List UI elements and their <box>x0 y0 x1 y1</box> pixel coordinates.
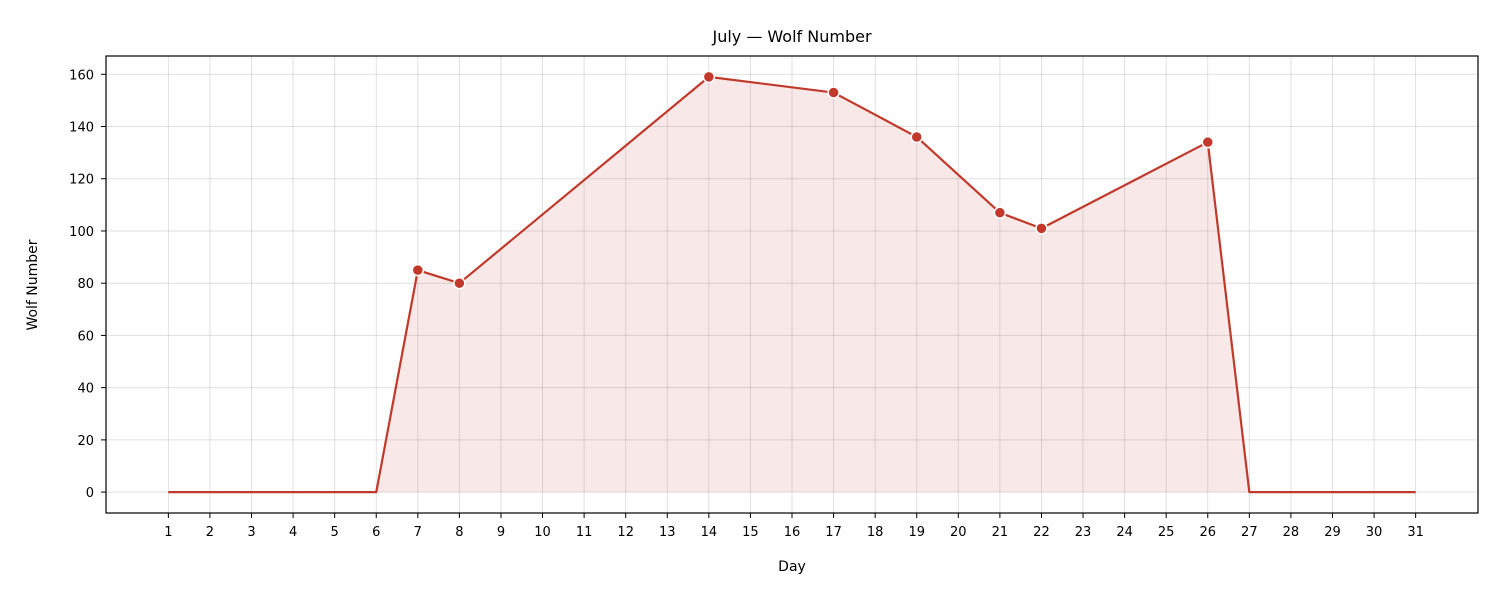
x-tick-label: 13 <box>659 525 676 540</box>
x-tick-label: 1 <box>164 525 172 540</box>
y-axis: 0 20 40 60 80 100 120 140 160 <box>69 68 106 501</box>
x-tick-label: 6 <box>372 525 380 540</box>
area-fill-layer <box>168 76 1416 493</box>
data-point <box>453 276 466 290</box>
x-tick-label: 2 <box>206 525 214 540</box>
data-point <box>910 130 923 144</box>
x-tick-label: 5 <box>331 525 339 540</box>
data-point <box>1201 135 1215 149</box>
series-line <box>168 75 1416 494</box>
x-axis: 1 2 3 4 5 6 7 8 9 10 11 12 13 14 15 16 17 18 19 20 21 22 23 24 2… <box>164 513 1424 540</box>
x-tick-label: 27 <box>1241 525 1258 540</box>
y-tick-label: 140 <box>69 121 94 136</box>
data-point <box>993 206 1007 219</box>
chart-title: July — Wolf Number <box>711 27 871 46</box>
x-tick-label: 24 <box>1116 525 1133 540</box>
data-point <box>411 263 425 277</box>
x-tick-label: 17 <box>825 525 842 540</box>
x-tick-label: 19 <box>908 525 925 540</box>
x-tick-label: 11 <box>576 525 593 540</box>
line-layer <box>168 75 1416 494</box>
x-axis-label: Day <box>778 559 806 575</box>
x-tick-label: 25 <box>1158 525 1175 540</box>
x-tick-label: 26 <box>1199 525 1216 540</box>
x-tick-label: 3 <box>247 525 255 540</box>
x-tick-label: 28 <box>1283 525 1300 540</box>
data-point <box>1035 222 1048 235</box>
y-tick-label: 100 <box>69 225 94 240</box>
y-tick-label: 80 <box>77 277 94 292</box>
data-point <box>702 70 716 84</box>
y-axis-label: Wolf Number <box>25 239 41 330</box>
x-tick-label: 20 <box>950 525 967 540</box>
x-tick-label: 31 <box>1407 525 1424 540</box>
x-tick-label: 21 <box>992 525 1009 540</box>
y-tick-label: 120 <box>69 173 94 188</box>
x-tick-label: 4 <box>289 525 297 540</box>
x-tick-label: 22 <box>1033 525 1050 540</box>
y-tick-label: 40 <box>77 382 94 397</box>
x-tick-label: 29 <box>1324 525 1341 540</box>
x-tick-label: 18 <box>867 525 884 540</box>
grid <box>106 56 1478 513</box>
y-tick-label: 160 <box>69 68 94 83</box>
x-tick-label: 12 <box>617 525 634 540</box>
x-tick-label: 7 <box>414 525 422 540</box>
x-tick-label: 16 <box>784 525 801 540</box>
series-area <box>168 76 1416 493</box>
y-tick-label: 60 <box>77 329 94 344</box>
y-tick-label: 20 <box>77 434 94 449</box>
x-tick-label: 10 <box>534 525 551 540</box>
x-tick-label: 15 <box>742 525 759 540</box>
x-tick-label: 23 <box>1075 525 1092 540</box>
x-tick-label: 9 <box>497 525 505 540</box>
data-point <box>827 86 840 99</box>
y-tick-label: 0 <box>86 486 94 501</box>
x-tick-label: 8 <box>455 525 463 540</box>
x-tick-label: 30 <box>1366 525 1383 540</box>
marker-layer <box>411 70 1215 290</box>
x-tick-label: 14 <box>701 525 718 540</box>
